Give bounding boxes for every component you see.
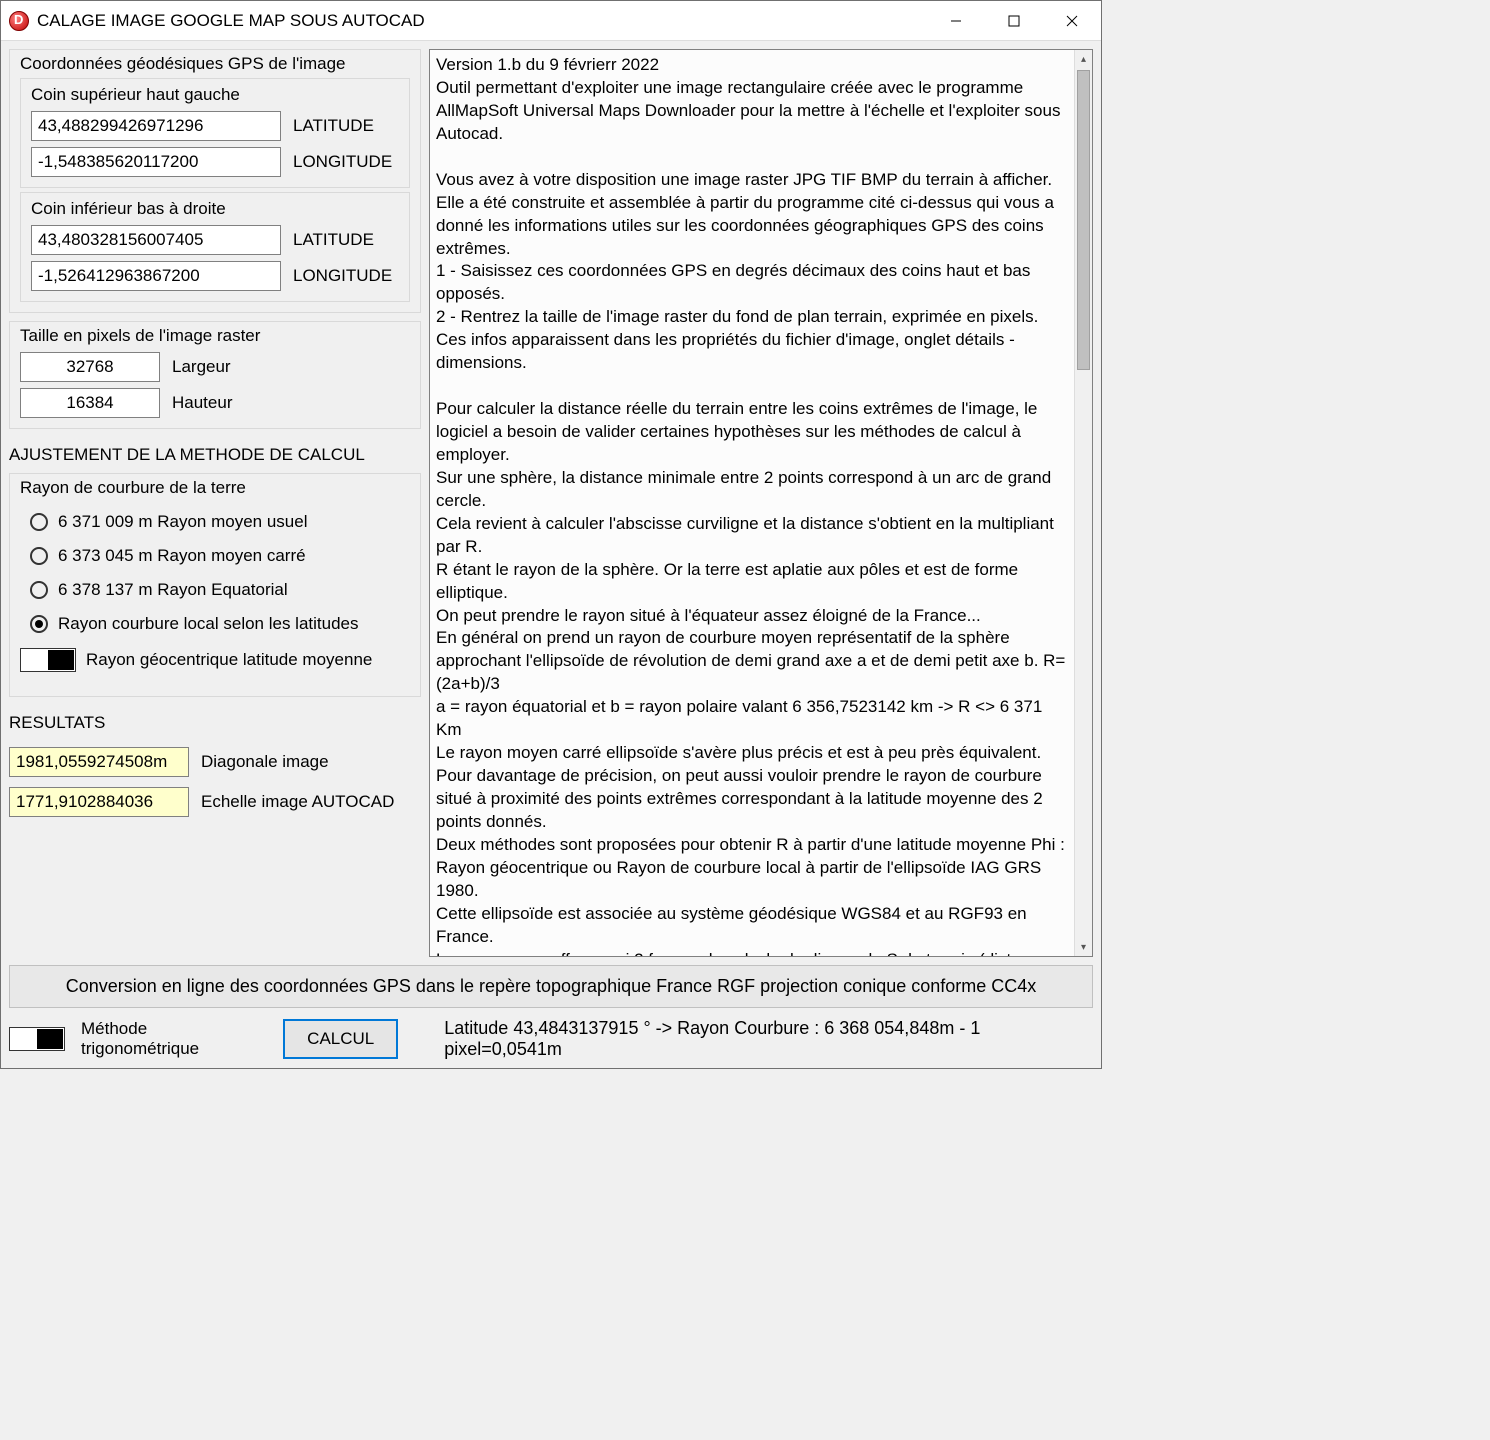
bottom-right-lat-label: LATITUDE — [293, 230, 374, 250]
result-scale: 1771,9102884036 — [9, 787, 189, 817]
scroll-down-icon[interactable]: ▾ — [1075, 938, 1092, 956]
scrollbar-thumb[interactable] — [1077, 70, 1090, 370]
raster-title: Taille en pixels de l'image raster — [20, 326, 410, 346]
radio-r2-label: 6 373 045 m Rayon moyen carré — [58, 546, 306, 566]
radio-r3-icon — [30, 581, 48, 599]
radius-group: Rayon de courbure de la terre 6 371 009 … — [9, 473, 421, 697]
geocentric-toggle[interactable] — [20, 648, 76, 672]
vertical-scrollbar[interactable]: ▴ ▾ — [1074, 50, 1092, 956]
gps-group-title: Coordonnées géodésiques GPS de l'image — [20, 54, 410, 74]
info-textpane[interactable]: Version 1.b du 9 févrierr 2022 Outil per… — [430, 50, 1074, 956]
top-left-lat-input[interactable] — [31, 111, 281, 141]
top-left-corner-group: Coin supérieur haut gauche LATITUDE LONG… — [20, 78, 410, 188]
radio-r4[interactable]: Rayon courbure local selon les latitudes — [30, 614, 410, 634]
bottom-right-lat-input[interactable] — [31, 225, 281, 255]
maximize-button[interactable] — [985, 1, 1043, 41]
radio-r2-icon — [30, 547, 48, 565]
bottom-right-lon-label: LONGITUDE — [293, 266, 392, 286]
radio-r4-label: Rayon courbure local selon les latitudes — [58, 614, 359, 634]
top-left-lon-input[interactable] — [31, 147, 281, 177]
adjust-title: AJUSTEMENT DE LA METHODE DE CALCUL — [9, 445, 421, 465]
left-panel: Coordonnées géodésiques GPS de l'image C… — [9, 49, 421, 957]
scroll-up-icon[interactable]: ▴ — [1075, 50, 1092, 68]
result-diagonal-label: Diagonale image — [201, 752, 329, 772]
minimize-button[interactable] — [927, 1, 985, 41]
radio-r1-label: 6 371 009 m Rayon moyen usuel — [58, 512, 308, 532]
right-panel: Version 1.b du 9 févrierr 2022 Outil per… — [429, 49, 1093, 957]
bottom-right-corner-group: Coin inférieur bas à droite LATITUDE LON… — [20, 192, 410, 302]
result-diagonal: 1981,0559274508m — [9, 747, 189, 777]
convert-button[interactable]: Conversion en ligne des coordonnées GPS … — [9, 965, 1093, 1008]
bottom-right-title: Coin inférieur bas à droite — [31, 199, 399, 219]
bottom-right-lon-input[interactable] — [31, 261, 281, 291]
app-window: CALAGE IMAGE GOOGLE MAP SOUS AUTOCAD Coo… — [0, 0, 1102, 1069]
window-title: CALAGE IMAGE GOOGLE MAP SOUS AUTOCAD — [37, 11, 425, 31]
raster-width-input[interactable] — [20, 352, 160, 382]
close-button[interactable] — [1043, 1, 1101, 41]
raster-width-label: Largeur — [172, 357, 231, 377]
calcul-button[interactable]: CALCUL — [283, 1019, 398, 1059]
result-scale-label: Echelle image AUTOCAD — [201, 792, 394, 812]
client-area: Coordonnées géodésiques GPS de l'image C… — [1, 41, 1101, 965]
method-toggle-label: Méthode trigonométrique — [81, 1019, 267, 1059]
top-left-title: Coin supérieur haut gauche — [31, 85, 399, 105]
geocentric-toggle-label: Rayon géocentrique latitude moyenne — [86, 650, 372, 670]
raster-size-group: Taille en pixels de l'image raster Large… — [9, 321, 421, 429]
top-left-lat-label: LATITUDE — [293, 116, 374, 136]
radio-r2[interactable]: 6 373 045 m Rayon moyen carré — [30, 546, 410, 566]
bottom-area: Conversion en ligne des coordonnées GPS … — [1, 965, 1101, 1068]
radio-r3-label: 6 378 137 m Rayon Equatorial — [58, 580, 288, 600]
results-title: RESULTATS — [9, 713, 421, 733]
gps-group: Coordonnées géodésiques GPS de l'image C… — [9, 49, 421, 313]
radio-r1-icon — [30, 513, 48, 531]
info-textpane-wrap: Version 1.b du 9 févrierr 2022 Outil per… — [429, 49, 1093, 957]
radius-title: Rayon de courbure de la terre — [20, 478, 410, 498]
app-icon — [9, 11, 29, 31]
status-text: Latitude 43,4843137915 ° -> Rayon Courbu… — [444, 1018, 1093, 1060]
method-toggle[interactable] — [9, 1027, 65, 1051]
radio-r3[interactable]: 6 378 137 m Rayon Equatorial — [30, 580, 410, 600]
radio-r1[interactable]: 6 371 009 m Rayon moyen usuel — [30, 512, 410, 532]
raster-height-input[interactable] — [20, 388, 160, 418]
top-left-lon-label: LONGITUDE — [293, 152, 392, 172]
titlebar: CALAGE IMAGE GOOGLE MAP SOUS AUTOCAD — [1, 1, 1101, 41]
raster-height-label: Hauteur — [172, 393, 232, 413]
radio-r4-icon — [30, 615, 48, 633]
